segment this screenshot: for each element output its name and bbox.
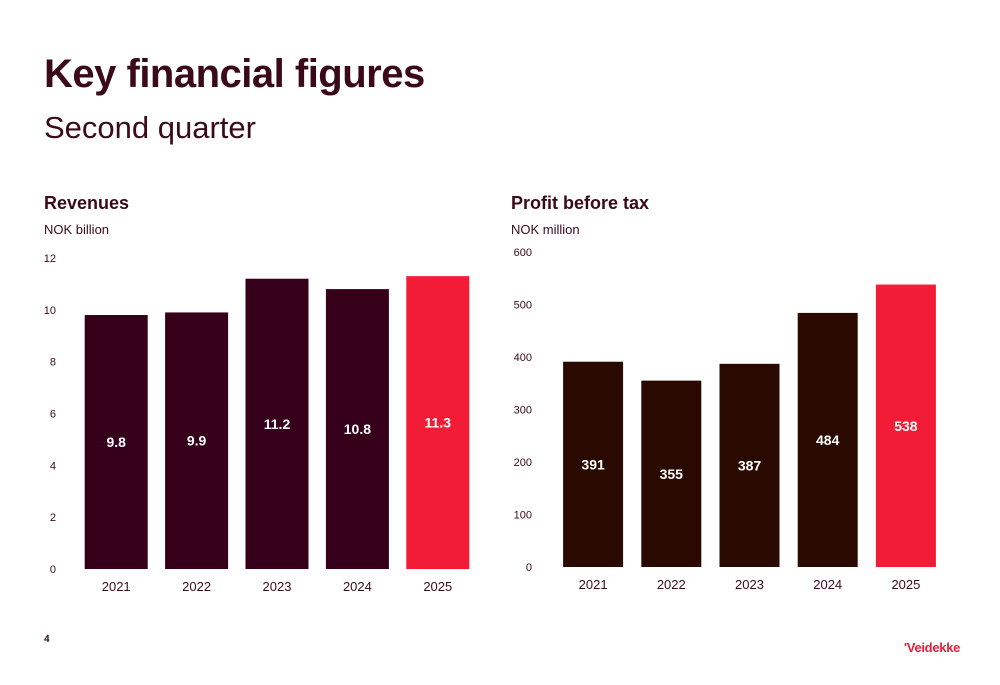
profit-bar-2024 (797, 312, 858, 567)
profit-bar-2022 (641, 380, 702, 567)
revenues-bar-2023 (245, 278, 309, 569)
profit-bar-2023 (719, 363, 780, 567)
profit-bar-2025 (875, 284, 936, 567)
page-number: 4 (44, 634, 50, 645)
page-subtitle: Second quarter (44, 110, 256, 145)
profit-ytick-label: 100 (514, 510, 532, 522)
revenues-ytick-label: 10 (44, 305, 56, 317)
revenues-bar-2022 (165, 312, 229, 569)
profit-x-label: 2023 (735, 577, 764, 592)
revenues-ytick-label: 2 (50, 512, 56, 524)
revenues-x-label: 2022 (182, 579, 211, 594)
revenues-bar-2025 (406, 276, 470, 569)
profit-unit-label: NOK million (511, 222, 580, 237)
revenues-bar-2021 (84, 315, 148, 569)
profit-ytick-label: 300 (514, 405, 532, 417)
revenues-ytick-label: 12 (44, 253, 56, 265)
profit-ytick-label: 500 (514, 300, 532, 312)
profit-data-label: 355 (660, 466, 684, 482)
profit-bar-2021 (563, 361, 624, 567)
page-title: Key financial figures (44, 52, 425, 96)
profit-data-label: 484 (816, 432, 840, 448)
revenues-x-label: 2024 (343, 579, 372, 594)
revenues-data-label: 10.8 (344, 421, 371, 437)
revenues-unit-label: NOK billion (44, 222, 110, 237)
revenues-chart-title: Revenues (44, 193, 130, 213)
revenues-data-label: 11.2 (264, 416, 291, 432)
profit-chart-title: Profit before tax (511, 193, 650, 213)
revenues-data-label: 9.9 (187, 433, 207, 449)
profit-ytick-label: 400 (514, 352, 532, 364)
revenues-x-label: 2025 (423, 579, 452, 594)
revenues-x-label: 2023 (263, 579, 292, 594)
profit-data-label: 538 (894, 418, 918, 434)
profit-data-label: 387 (738, 457, 762, 473)
revenues-x-label: 2021 (102, 579, 131, 594)
profit-x-label: 2024 (813, 577, 842, 592)
revenues-bar-2024 (325, 289, 389, 569)
veidekke-logo: 'Veidekke (904, 640, 961, 655)
revenues-ytick-label: 4 (50, 460, 56, 472)
profit-ytick-label: 200 (514, 457, 532, 469)
profit-ytick-label: 600 (514, 247, 532, 259)
profit-ytick-label: 0 (526, 562, 532, 574)
revenues-ytick-label: 0 (50, 564, 56, 576)
revenues-ytick-label: 6 (50, 409, 56, 421)
revenues-ytick-label: 8 (50, 357, 56, 369)
revenues-data-label: 9.8 (106, 434, 126, 450)
profit-data-label: 391 (581, 456, 605, 472)
profit-x-label: 2021 (579, 577, 608, 592)
profit-x-label: 2022 (657, 577, 686, 592)
profit-x-label: 2025 (891, 577, 920, 592)
revenues-data-label: 11.3 (425, 415, 452, 431)
